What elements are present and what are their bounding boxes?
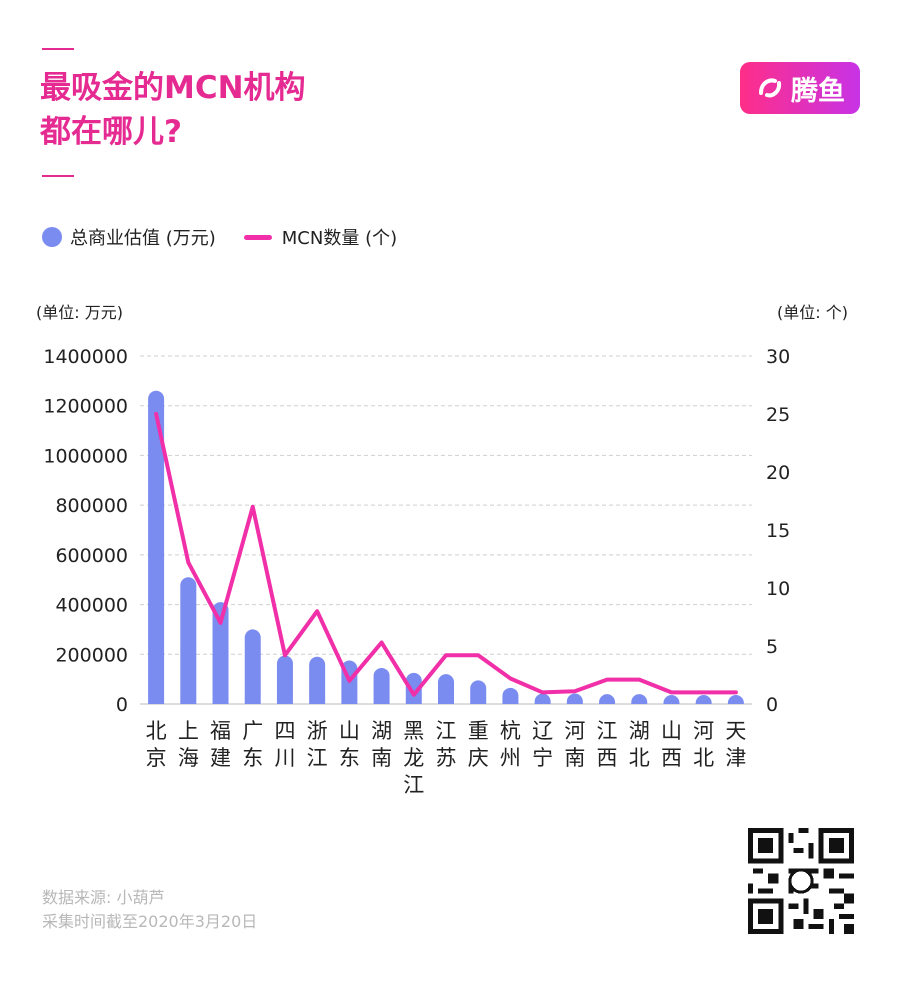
category-label: 天津 <box>725 719 746 770</box>
right-axis-unit: (单位: 个) <box>777 303 848 322</box>
qr-code-icon <box>748 828 854 934</box>
combo-chart: (单位: 万元) (单位: 个) 0 200000 400000 600000 800000… <box>36 303 848 797</box>
category-label: 河北 <box>693 719 714 770</box>
category-label: 江苏 <box>436 719 457 770</box>
logo-text: 腾鱼 <box>791 75 845 107</box>
category-label: 黑龙江 <box>403 719 424 797</box>
bar <box>727 695 744 704</box>
collection-date: 采集时间截至2020年3月20日 <box>42 912 258 931</box>
category-label: 辽宁 <box>532 719 553 770</box>
bar <box>663 695 680 704</box>
title-line-2: 都在哪儿? <box>40 114 182 150</box>
category-label: 重庆 <box>468 719 489 770</box>
left-axis-unit: (单位: 万元) <box>36 303 123 322</box>
bar <box>148 390 165 704</box>
bar <box>534 693 551 704</box>
category-label: 北京 <box>146 719 167 770</box>
bar <box>631 694 648 704</box>
source-text: 数据来源: 小葫芦 <box>42 888 165 907</box>
category-label: 湖北 <box>629 719 650 770</box>
bar <box>244 629 261 704</box>
title-top-dash <box>42 48 74 50</box>
bar <box>276 655 293 704</box>
legend-line-swatch <box>243 234 272 240</box>
legend-line-label: MCN数量 (个) <box>281 228 398 249</box>
left-tick-label: 0 <box>116 694 128 716</box>
source-note: 数据来源: 小葫芦 采集时间截至2020年3月20日 <box>42 886 257 934</box>
chart-legend: 总商业估值 (万元) MCN数量 (个) <box>42 224 397 250</box>
category-label: 福建 <box>210 719 231 770</box>
bar <box>695 695 712 704</box>
fish-icon <box>759 78 782 98</box>
category-label: 江西 <box>597 719 618 770</box>
left-tick-label: 200000 <box>55 644 128 666</box>
bar <box>180 577 197 704</box>
right-tick-label: 25 <box>766 404 790 426</box>
right-tick-label: 5 <box>766 636 778 658</box>
title-bottom-dash <box>42 175 74 177</box>
bar <box>502 687 519 704</box>
left-tick-label: 1400000 <box>43 346 128 368</box>
category-label: 浙江 <box>307 719 328 770</box>
legend-bar-label: 总商业估值 (万元) <box>70 228 216 249</box>
category-label: 杭州 <box>500 719 521 770</box>
brand-logo: 腾鱼 <box>740 62 860 114</box>
right-tick-label: 30 <box>766 346 790 368</box>
left-tick-label: 600000 <box>55 545 128 567</box>
bar <box>309 656 326 704</box>
bar <box>373 667 390 704</box>
left-tick-label: 1000000 <box>43 445 128 467</box>
category-label: 上海 <box>178 719 199 770</box>
title-line-1: 最吸金的MCN机构 <box>40 70 306 106</box>
category-label: 河南 <box>564 719 585 770</box>
category-label: 山东 <box>339 719 360 770</box>
left-tick-label: 400000 <box>55 595 128 617</box>
category-label: 广东 <box>242 719 263 770</box>
right-tick-label: 15 <box>766 520 790 542</box>
bar <box>599 694 616 704</box>
bar <box>438 674 454 704</box>
bar <box>566 693 583 704</box>
left-tick-label: 1200000 <box>43 396 128 418</box>
legend-bar-swatch <box>42 227 62 247</box>
left-tick-label: 800000 <box>55 495 128 517</box>
bar <box>470 680 487 704</box>
bar <box>405 672 422 704</box>
right-tick-label: 10 <box>766 578 790 600</box>
bar <box>212 602 229 704</box>
category-label: 山西 <box>661 719 682 770</box>
page-title: 最吸金的MCN机构 都在哪儿? <box>40 66 306 154</box>
right-tick-label: 20 <box>766 462 790 484</box>
mcn-count-line <box>154 412 738 697</box>
category-label: 湖南 <box>371 719 392 770</box>
category-label: 四川 <box>274 719 295 770</box>
right-tick-label: 0 <box>766 694 778 716</box>
